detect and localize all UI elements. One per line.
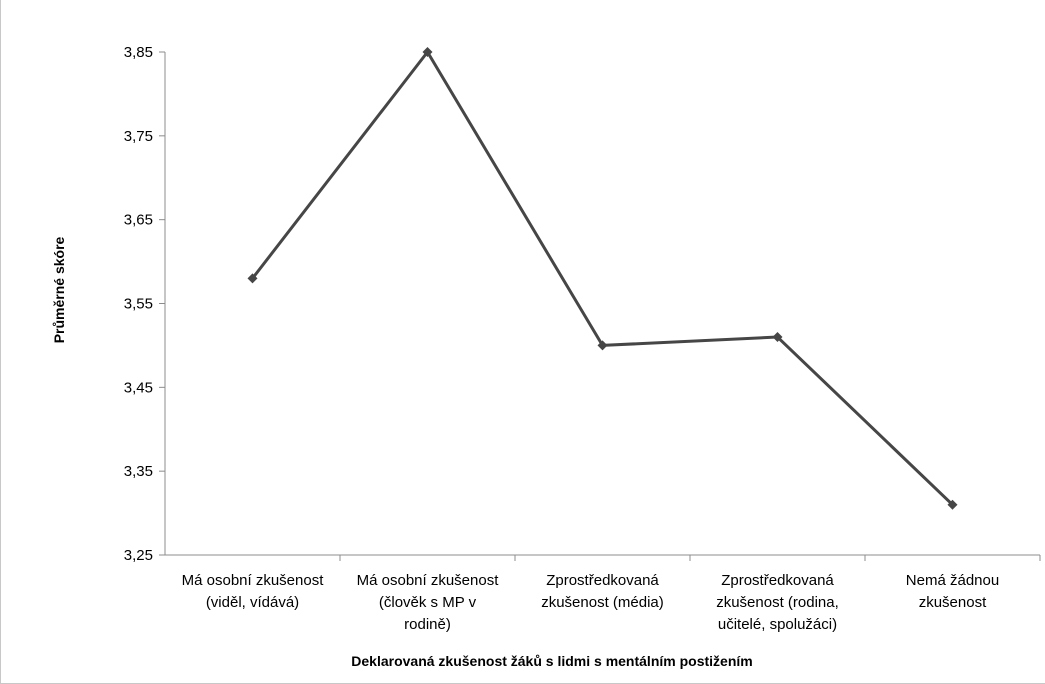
x-category-label: Nemá žádnou zkušenost (906, 572, 999, 611)
y-tick-label: 3,65 (124, 212, 153, 229)
x-axis: Má osobní zkušenost (viděl, vídává) Má oso… (165, 554, 1041, 633)
y-tick-label: 3,45 (124, 379, 153, 396)
y-tick-label: 3,75 (124, 128, 153, 145)
series-line (251, 50, 954, 506)
data-point (947, 499, 958, 510)
data-point (772, 332, 783, 343)
x-category-label: Má osobní zkušenost (člověk s MP v rodině) (357, 572, 500, 633)
x-axis-title: Deklarovaná zkušenost žáků s lidmi s men… (351, 653, 752, 669)
x-category-label: Zprostředkovaná zkušenost (média) (541, 572, 664, 611)
y-tick-label: 3,85 (124, 44, 153, 61)
x-category-label: Zprostředkovaná zkušenost (rodina, učitelé… (716, 572, 839, 633)
y-axis: 3,25 3,35 3,45 3,55 3,65 3,75 3,85 (124, 44, 166, 564)
data-point (422, 47, 433, 57)
data-series (247, 47, 958, 510)
y-tick-label: 3,55 (124, 296, 153, 313)
y-axis-title: Průměrné skóre (51, 236, 67, 343)
x-category-label: Má osobní zkušenost (viděl, vídává) (182, 572, 325, 611)
y-tick-label: 3,35 (124, 463, 153, 480)
data-point (597, 340, 608, 351)
data-point (247, 273, 258, 284)
y-tick-label: 3,25 (124, 547, 153, 564)
